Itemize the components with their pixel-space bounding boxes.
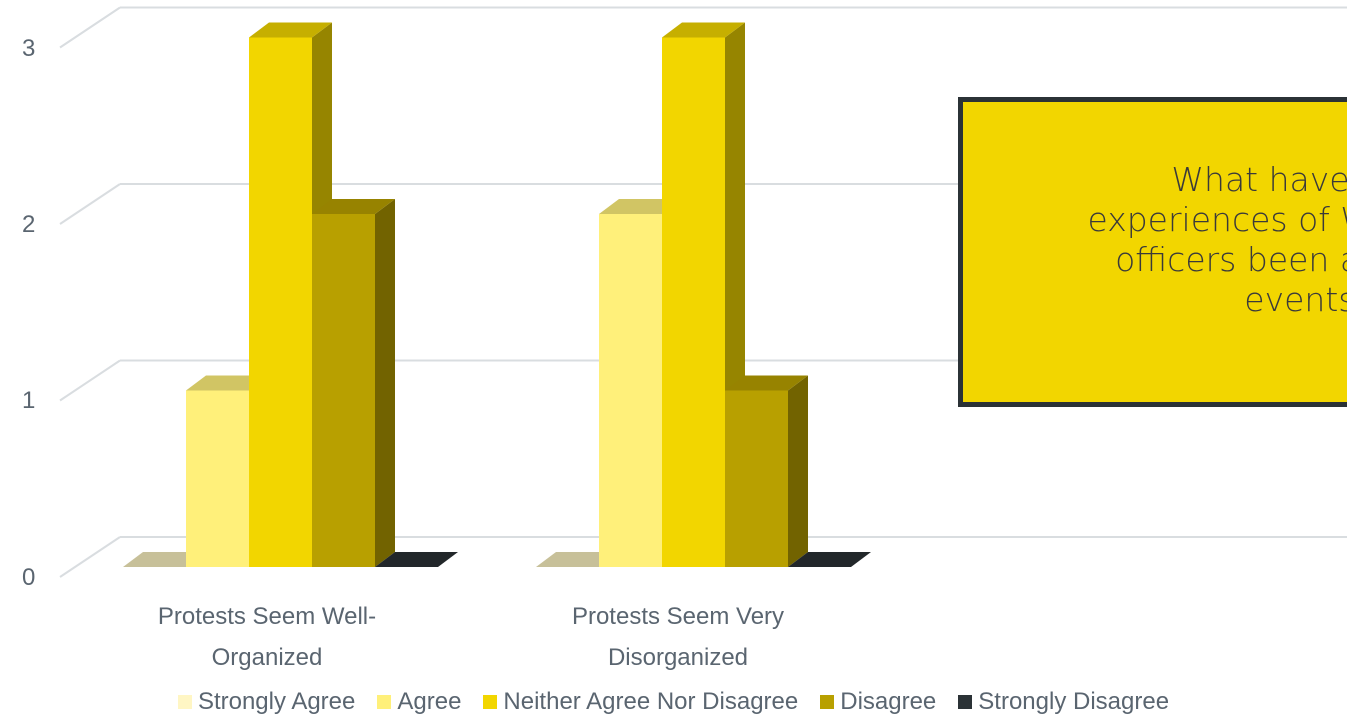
legend-item: Agree bbox=[377, 688, 461, 716]
bar bbox=[788, 552, 871, 567]
bar-front bbox=[249, 37, 312, 567]
bar-top bbox=[186, 375, 269, 391]
bar-top bbox=[536, 552, 619, 567]
legend-item: Strongly Agree bbox=[177, 688, 356, 716]
legend-swatch bbox=[177, 695, 192, 709]
y-tick-label: 1 bbox=[22, 387, 35, 414]
legend: Strongly Agree Agree Neither Agree Nor Dis… bbox=[0, 684, 1347, 720]
gridline-diagonal bbox=[59, 536, 121, 578]
y-tick-label: 2 bbox=[22, 211, 35, 238]
bar bbox=[662, 22, 745, 567]
bar bbox=[123, 552, 206, 567]
bar-top bbox=[123, 552, 206, 567]
legend-swatch bbox=[483, 695, 498, 709]
gridline-diagonal bbox=[59, 183, 121, 225]
bar-top bbox=[788, 552, 871, 567]
legend-label: Neither Agree Nor Disagree bbox=[503, 688, 799, 715]
callout-text: What have t experiences of W officers be… bbox=[1087, 160, 1347, 319]
bar-top bbox=[662, 22, 745, 38]
legend-item: Strongly Disagree bbox=[958, 688, 1169, 716]
bar bbox=[375, 552, 458, 567]
bar-front bbox=[186, 390, 249, 567]
category-label: Disorganized bbox=[608, 644, 748, 671]
bar-top bbox=[375, 552, 458, 567]
y-axis-ticks: 0 1 2 3 bbox=[22, 35, 35, 591]
category-label: Organized bbox=[212, 644, 323, 671]
bar-front bbox=[725, 390, 788, 567]
legend-item: Disagree bbox=[820, 688, 936, 716]
bar-side bbox=[375, 199, 395, 567]
category-label: Protests Seem Well- bbox=[158, 603, 376, 630]
bar-front bbox=[599, 214, 662, 567]
y-tick-label: 0 bbox=[22, 564, 35, 591]
bar-top bbox=[599, 199, 682, 214]
gridline-diagonal bbox=[59, 6, 121, 49]
bars bbox=[123, 22, 871, 567]
bar bbox=[312, 199, 395, 567]
bar-top bbox=[249, 22, 332, 38]
gridline-diagonal bbox=[59, 359, 121, 402]
bar bbox=[725, 375, 808, 567]
bar-front bbox=[662, 37, 725, 567]
legend-swatch bbox=[958, 695, 973, 709]
bar-front bbox=[312, 214, 375, 567]
legend-label: Disagree bbox=[840, 688, 937, 715]
legend-item: Neither Agree Nor Disagree bbox=[483, 688, 798, 716]
legend-label: Strongly Agree bbox=[197, 688, 356, 715]
bar-top bbox=[725, 375, 808, 391]
question-callout: What have t experiences of W officers be… bbox=[958, 97, 1347, 407]
bar-top bbox=[312, 199, 395, 214]
x-axis-categories: Protests Seem Well- Organized Protests S… bbox=[158, 603, 784, 671]
y-tick-label: 3 bbox=[22, 35, 35, 62]
legend-label: Strongly Disagree bbox=[978, 688, 1170, 715]
bar bbox=[536, 552, 619, 567]
bar-side bbox=[788, 375, 808, 567]
legend-swatch bbox=[820, 695, 835, 709]
legend-swatch bbox=[377, 695, 392, 709]
category-label: Protests Seem Very bbox=[572, 603, 784, 630]
legend-label: Agree bbox=[397, 688, 462, 715]
